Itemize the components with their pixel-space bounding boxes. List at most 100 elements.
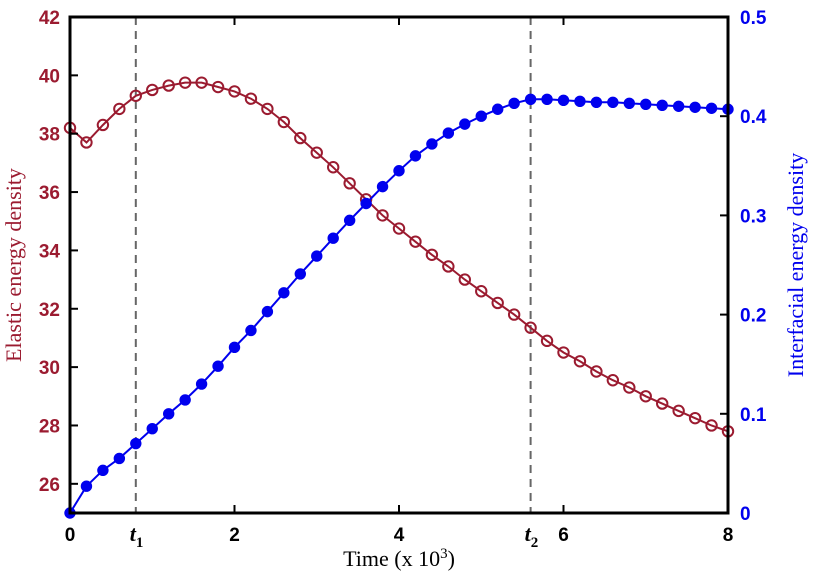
y-left-tick-label: 36 [39, 183, 60, 204]
interfacial-series-line [69, 98, 729, 514]
interfacial-point [261, 305, 274, 318]
elastic-point [96, 118, 110, 132]
elastic-point [261, 102, 274, 116]
interfacial-point [311, 250, 323, 262]
elastic-point [244, 92, 258, 105]
y-axis-right-label: Interfacial energy density [783, 153, 808, 377]
interfacial-point [376, 180, 389, 193]
interfacial-point [113, 452, 126, 465]
elastic-point [376, 209, 389, 222]
interfacial-point [524, 93, 537, 106]
tick-layer: t1 t2 0 2 4 6 8 26 28 30 32 34 36 38 40 42 0 0.1 0.2 0.3 0.4… [39, 8, 767, 551]
interfacial-point [459, 118, 471, 130]
elastic-point [294, 131, 307, 145]
y-left-tick-label: 34 [39, 241, 61, 262]
marker-label-1: t1 [130, 521, 144, 551]
interfacial-point [393, 165, 405, 177]
elastic-point [343, 177, 356, 190]
interfacial-point [492, 103, 504, 115]
elastic-point [228, 85, 241, 98]
interfacial-point [607, 96, 619, 109]
interfacial-point [146, 422, 158, 435]
elastic-point [392, 222, 406, 235]
elastic-point [442, 260, 455, 273]
elastic-point [409, 235, 422, 248]
y-right-tick-label: 0.2 [740, 306, 766, 327]
y-left-tick-label: 40 [39, 66, 60, 87]
y-right-tick-label: 0.1 [740, 405, 767, 426]
interfacial-point [442, 127, 455, 139]
y-left-tick-label: 30 [39, 358, 60, 379]
elastic-point [80, 136, 93, 149]
elastic-point [639, 390, 652, 403]
interfacial-point [294, 268, 306, 280]
interfacial-point [656, 99, 668, 111]
x-axis-label-prefix: Time (x 10 [343, 546, 440, 571]
x-axis-label-suffix: ) [448, 546, 455, 571]
interfacial-point [278, 287, 290, 299]
elastic-point [540, 334, 554, 348]
interfacial-point [475, 110, 487, 122]
elastic-point [129, 89, 143, 102]
elastic-point [524, 321, 537, 334]
series-layer [63, 76, 735, 519]
elastic-point [178, 76, 192, 89]
elastic-point [458, 273, 471, 286]
interfacial-point [212, 360, 224, 372]
interfacial-point [409, 150, 422, 162]
interfacial-point [557, 94, 570, 107]
x-axis-label-exponent: 3 [440, 546, 448, 562]
marker-label-2: t2 [525, 521, 539, 551]
interfacial-point [327, 232, 339, 244]
y-right-tick-label: 0.5 [740, 8, 767, 29]
interfacial-point [689, 101, 701, 113]
x-axis-label: Time (x 103) [343, 546, 455, 571]
elastic-point [327, 161, 340, 174]
interfacial-point [623, 97, 635, 110]
y-left-tick-label: 26 [39, 475, 60, 496]
interfacial-point [672, 100, 685, 112]
interfacial-point [590, 96, 603, 109]
interfacial-point [80, 480, 93, 492]
elastic-point [491, 296, 504, 310]
elastic-point [425, 248, 439, 261]
y-left-tick-label: 38 [39, 125, 60, 146]
interfacial-point [195, 378, 208, 390]
elastic-point [590, 365, 603, 378]
y-right-tick-label: 0 [740, 504, 751, 525]
elastic-point [277, 115, 291, 129]
y-left-tick-label: 32 [39, 300, 60, 321]
elastic-point [623, 381, 636, 394]
y-left-tick-label: 28 [39, 416, 60, 437]
interfacial-point [130, 437, 142, 450]
elastic-point [573, 355, 587, 368]
interfacial-point [179, 394, 191, 406]
y-right-tick-label: 0.4 [740, 107, 767, 128]
interfacial-point [360, 197, 372, 210]
elastic-point [557, 346, 570, 359]
interfacial-point [705, 102, 718, 114]
elastic-point [606, 374, 620, 387]
elastic-point [113, 102, 126, 116]
elastic-point [507, 308, 521, 321]
x-tick-label: 8 [723, 525, 734, 546]
elastic-point [656, 397, 669, 410]
elastic-series-line [69, 81, 729, 433]
interfacial-point [640, 98, 652, 110]
interfacial-point [508, 97, 520, 110]
x-tick-label: 6 [558, 525, 569, 546]
interfacial-point [574, 95, 586, 108]
interfacial-point [245, 324, 257, 337]
interfacial-point [343, 214, 356, 227]
interfacial-point [97, 464, 109, 477]
elastic-point [146, 83, 159, 97]
x-tick-label: 0 [65, 525, 76, 546]
interfacial-point [541, 93, 553, 106]
vertical-markers [134, 17, 532, 513]
elastic-point [705, 419, 718, 432]
y-axis-left-label: Elastic energy density [1, 168, 26, 362]
elastic-point [672, 404, 685, 418]
interfacial-point [228, 341, 241, 354]
elastic-point [310, 146, 323, 159]
